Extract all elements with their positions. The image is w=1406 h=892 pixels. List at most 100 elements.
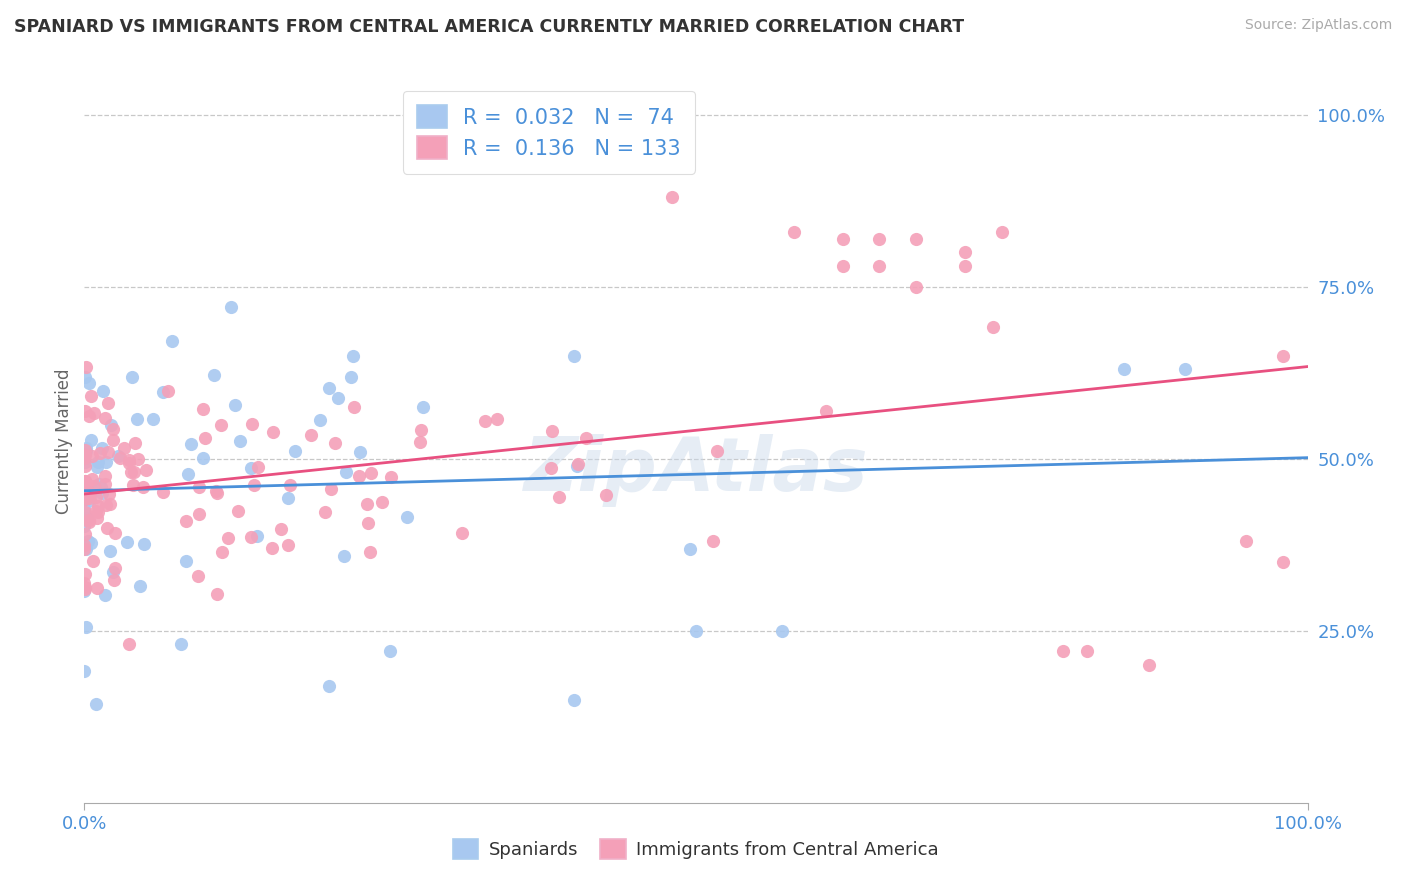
Point — [77, 534, 100, 549]
Point — [73, 576, 96, 591]
Point — [562, 349, 585, 363]
Point — [96, 498, 118, 512]
Point — [228, 434, 250, 449]
Point — [100, 497, 122, 511]
Point — [174, 515, 197, 529]
Point — [205, 485, 228, 500]
Point — [152, 384, 174, 399]
Point — [905, 279, 928, 293]
Point — [107, 449, 129, 463]
Point — [80, 433, 103, 447]
Point — [240, 417, 263, 431]
Point — [409, 435, 432, 450]
Point — [335, 466, 357, 480]
Point — [474, 414, 496, 428]
Point — [77, 491, 100, 505]
Point — [209, 418, 232, 433]
Point — [783, 225, 806, 239]
Point — [104, 561, 127, 575]
Point — [193, 450, 215, 465]
Point — [84, 490, 107, 504]
Point — [132, 537, 155, 551]
Point — [1174, 362, 1197, 376]
Point — [80, 536, 103, 550]
Text: SPANIARD VS IMMIGRANTS FROM CENTRAL AMERICA CURRENTLY MARRIED CORRELATION CHART: SPANIARD VS IMMIGRANTS FROM CENTRAL AMER… — [14, 18, 965, 36]
Point — [332, 549, 354, 564]
Point — [125, 412, 148, 426]
Point — [211, 545, 233, 559]
Point — [80, 471, 103, 485]
Point — [73, 664, 96, 678]
Point — [73, 475, 96, 489]
Point — [112, 441, 135, 455]
Point — [90, 480, 112, 494]
Point — [73, 442, 96, 457]
Point — [323, 436, 346, 450]
Point — [96, 521, 118, 535]
Point — [380, 644, 402, 658]
Point — [831, 231, 853, 245]
Point — [135, 463, 157, 477]
Point — [101, 565, 124, 579]
Point — [83, 479, 105, 493]
Point — [224, 398, 246, 412]
Point — [101, 422, 124, 436]
Point — [93, 469, 115, 483]
Point — [180, 437, 202, 451]
Point — [128, 578, 150, 592]
Point — [97, 445, 120, 459]
Point — [905, 231, 928, 245]
Point — [83, 406, 105, 420]
Point — [177, 467, 200, 481]
Point — [1137, 658, 1160, 673]
Point — [702, 533, 724, 548]
Point — [75, 360, 97, 375]
Point — [1236, 534, 1258, 549]
Point — [132, 480, 155, 494]
Point — [73, 584, 96, 599]
Point — [814, 403, 837, 417]
Point — [170, 637, 193, 651]
Point — [103, 573, 125, 587]
Point — [86, 511, 108, 525]
Point — [247, 460, 270, 475]
Point — [1272, 349, 1295, 363]
Point — [299, 428, 322, 442]
Point — [75, 370, 97, 384]
Point — [84, 504, 107, 518]
Point — [75, 458, 97, 473]
Point — [1052, 644, 1074, 658]
Point — [953, 245, 976, 260]
Point — [121, 370, 143, 384]
Point — [124, 465, 146, 479]
Point — [485, 411, 508, 425]
Point — [77, 513, 100, 527]
Point — [277, 491, 299, 505]
Point — [156, 384, 179, 398]
Point — [80, 389, 103, 403]
Point — [547, 491, 569, 505]
Point — [1076, 644, 1098, 658]
Point — [595, 488, 617, 502]
Point — [108, 450, 131, 465]
Point — [97, 487, 120, 501]
Point — [359, 545, 381, 559]
Point — [706, 444, 728, 458]
Point — [869, 231, 891, 245]
Point — [1114, 362, 1136, 376]
Point — [94, 411, 117, 425]
Point — [91, 384, 114, 398]
Point — [371, 494, 394, 508]
Point — [77, 485, 100, 500]
Point — [262, 425, 284, 440]
Point — [98, 544, 121, 558]
Point — [124, 436, 146, 450]
Point — [87, 499, 110, 513]
Point — [314, 505, 336, 519]
Point — [380, 470, 402, 484]
Point — [73, 582, 96, 596]
Point — [321, 482, 343, 496]
Point — [239, 461, 262, 475]
Point — [86, 460, 108, 475]
Point — [87, 455, 110, 469]
